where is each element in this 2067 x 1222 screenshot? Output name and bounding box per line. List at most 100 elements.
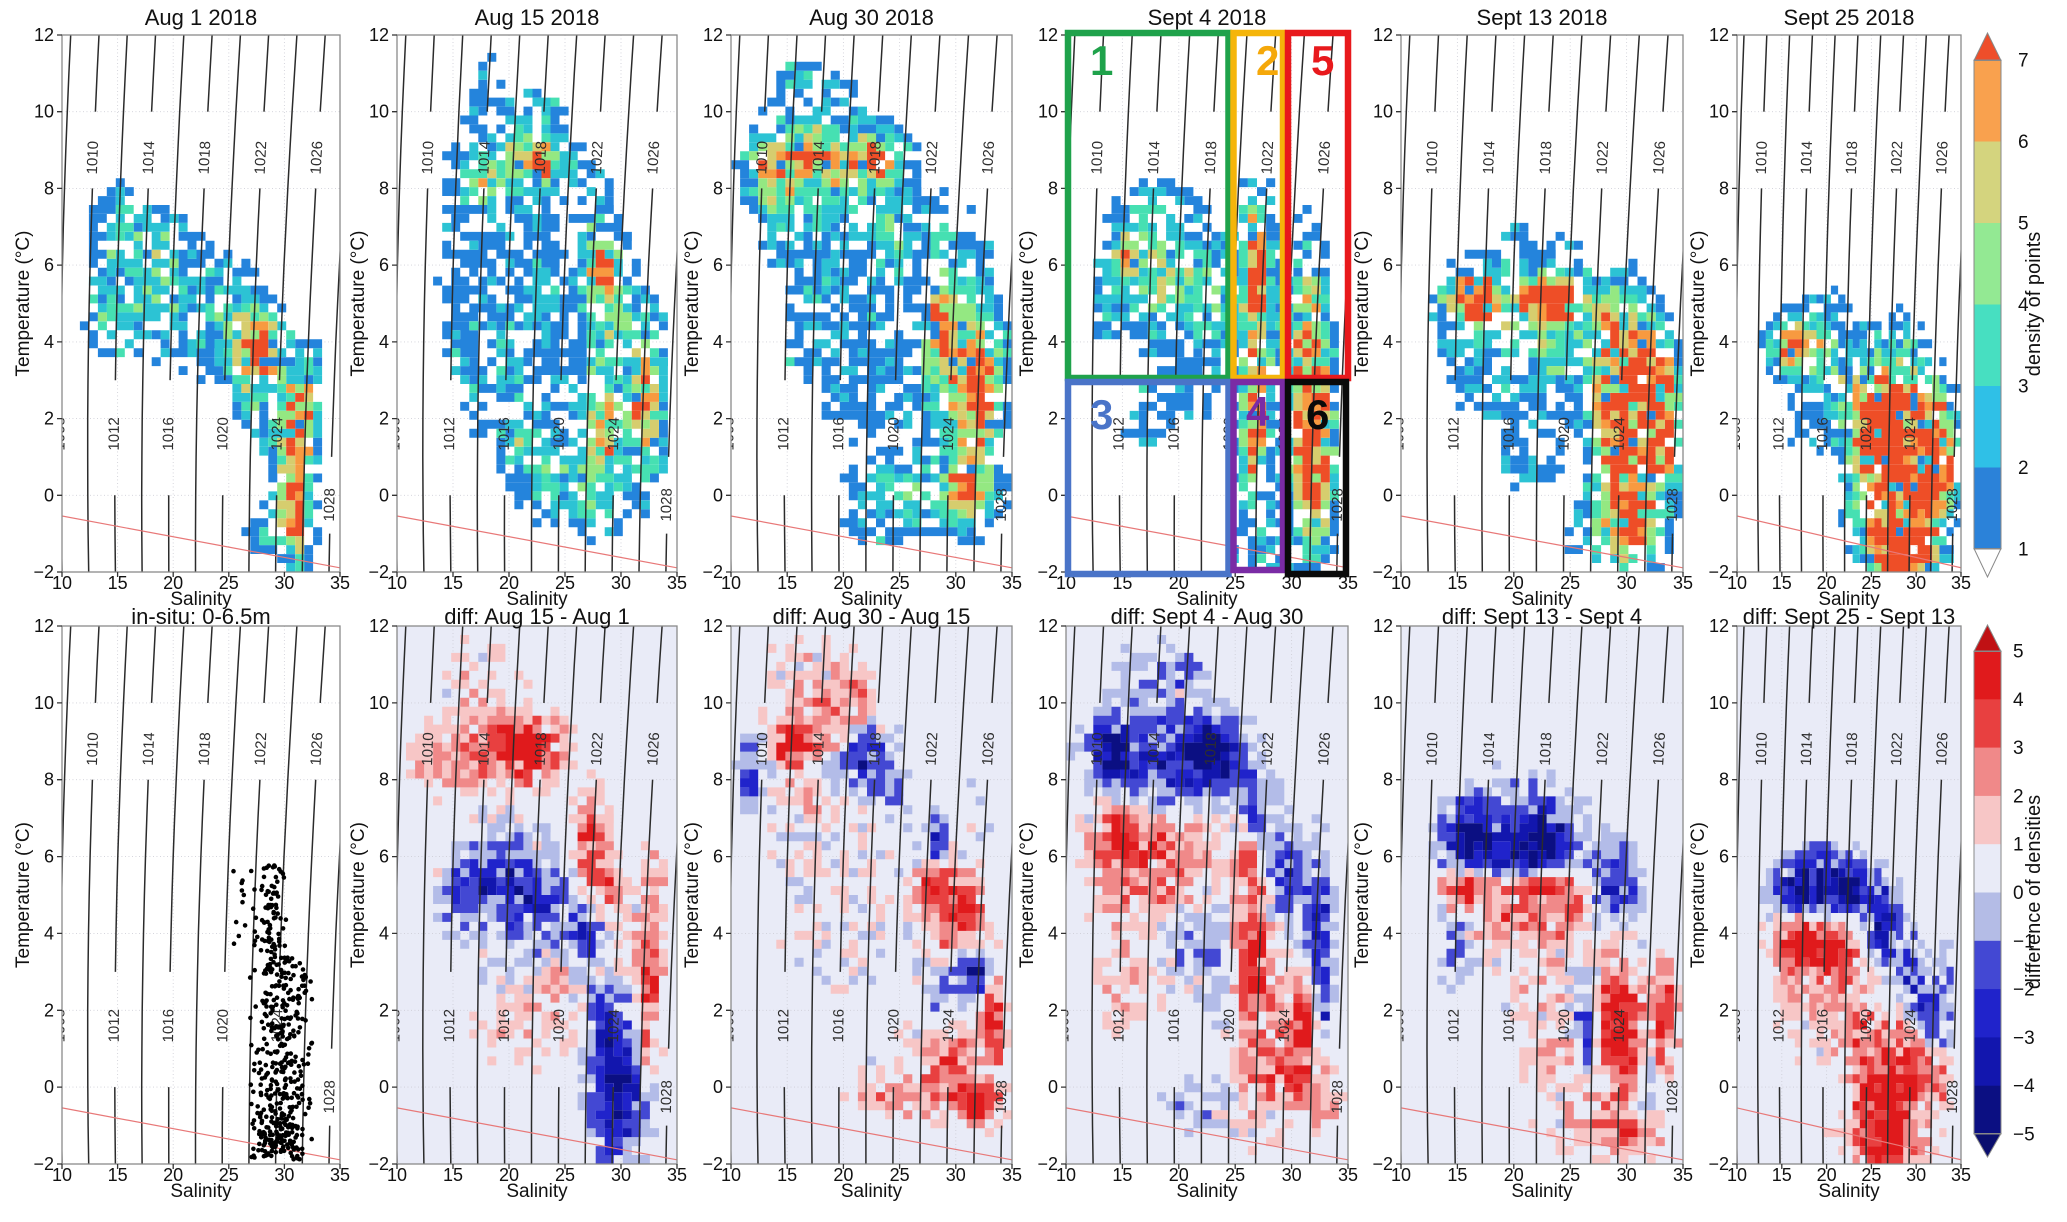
svg-text:4: 4 [1048,923,1058,943]
svg-text:6: 6 [44,847,54,867]
svg-text:10: 10 [1391,1165,1411,1185]
svg-text:1012: 1012 [106,417,123,450]
svg-text:Temperature (°C): Temperature (°C) [348,231,369,377]
svg-text:1008: 1008 [1727,1009,1744,1042]
svg-text:1014: 1014 [810,732,828,766]
svg-text:1024: 1024 [605,1009,623,1043]
svg-text:1026: 1026 [644,141,663,175]
svg-text:1010: 1010 [419,141,437,175]
svg-text:10: 10 [1391,573,1411,593]
svg-text:12: 12 [1373,25,1393,45]
svg-text:15: 15 [1447,573,1467,593]
svg-text:Temperature (°C): Temperature (°C) [1352,231,1373,377]
svg-text:1028: 1028 [1944,488,1962,522]
svg-text:35: 35 [1338,573,1358,593]
svg-text:10: 10 [1038,102,1058,122]
svg-text:12: 12 [1038,616,1058,636]
svg-text:10: 10 [1056,573,1076,593]
svg-text:35: 35 [1673,573,1693,593]
svg-text:25: 25 [890,573,910,593]
svg-text:1024: 1024 [1276,1009,1294,1043]
svg-text:25: 25 [219,1165,239,1185]
svg-text:2: 2 [44,409,54,429]
svg-text:1012: 1012 [1445,417,1462,450]
svg-text:20: 20 [1504,573,1524,593]
svg-text:20: 20 [1169,1165,1189,1185]
svg-text:1014: 1014 [1798,732,1816,766]
svg-text:Salinity: Salinity [1818,1181,1880,1202]
svg-text:4: 4 [1719,332,1729,352]
svg-text:1012: 1012 [1110,1009,1127,1042]
svg-text:6: 6 [2018,132,2029,153]
svg-text:1028: 1028 [1664,488,1682,522]
svg-text:1008: 1008 [720,417,737,450]
svg-text:3: 3 [2013,738,2024,759]
svg-text:1026: 1026 [1315,141,1334,175]
svg-text:1016: 1016 [160,1009,177,1043]
svg-text:2: 2 [2013,786,2024,807]
svg-text:8: 8 [1719,178,1729,198]
svg-text:8: 8 [44,178,54,198]
svg-text:1018: 1018 [1843,732,1861,766]
svg-text:diff: Sept 4 - Aug 30: diff: Sept 4 - Aug 30 [1111,604,1304,629]
svg-text:1010: 1010 [1088,141,1106,175]
svg-text:1010: 1010 [1088,732,1106,766]
svg-text:35: 35 [1673,1165,1693,1185]
svg-text:15: 15 [777,1165,797,1185]
svg-text:25: 25 [555,1165,575,1185]
svg-text:1020: 1020 [214,1009,232,1043]
svg-text:10: 10 [721,573,741,593]
svg-text:8: 8 [713,178,723,198]
svg-text:Salinity: Salinity [170,1181,232,1202]
svg-text:10: 10 [34,693,54,713]
svg-text:Temperature (°C): Temperature (°C) [1017,822,1038,968]
svg-text:10: 10 [1373,693,1393,713]
svg-text:1028: 1028 [321,1080,339,1114]
svg-text:0: 0 [713,1077,723,1097]
svg-text:1014: 1014 [810,141,828,175]
svg-text:10: 10 [703,102,723,122]
svg-text:1022: 1022 [252,141,271,175]
svg-text:30: 30 [1906,1165,1926,1185]
svg-text:5: 5 [2018,214,2029,235]
svg-text:1008: 1008 [386,1009,403,1042]
svg-text:30: 30 [946,1165,966,1185]
svg-text:1016: 1016 [1814,417,1831,451]
svg-text:30: 30 [274,573,294,593]
svg-text:diff: Aug 15 - Aug 1: diff: Aug 15 - Aug 1 [444,604,630,629]
svg-text:15: 15 [108,1165,128,1185]
svg-text:12: 12 [703,616,723,636]
svg-text:Temperature (°C): Temperature (°C) [682,822,703,968]
svg-text:1018: 1018 [532,732,551,766]
svg-text:1016: 1016 [830,1009,847,1043]
svg-text:Temperature (°C): Temperature (°C) [1688,231,1709,377]
svg-text:0: 0 [2013,883,2024,904]
svg-text:difference of densities: difference of densities [2023,795,2045,989]
svg-text:1008: 1008 [1055,1009,1072,1042]
svg-text:1: 1 [2013,835,2024,856]
svg-text:10: 10 [52,573,72,593]
svg-text:10: 10 [1727,573,1747,593]
svg-text:1: 1 [1090,37,1113,84]
svg-text:35: 35 [1951,573,1971,593]
svg-text:8: 8 [1383,178,1393,198]
svg-text:1020: 1020 [550,417,568,451]
svg-text:0: 0 [379,485,389,505]
svg-text:1: 1 [2018,540,2029,561]
svg-text:15: 15 [1772,573,1792,593]
svg-text:1018: 1018 [532,141,551,175]
svg-text:2: 2 [713,1000,723,1020]
svg-text:1018: 1018 [1202,732,1221,766]
svg-text:1016: 1016 [1501,417,1518,451]
svg-text:12: 12 [703,25,723,45]
svg-text:−2: −2 [1037,562,1058,582]
svg-text:1020: 1020 [1556,417,1574,451]
svg-text:0: 0 [1719,485,1729,505]
svg-text:1020: 1020 [214,417,232,451]
svg-text:15: 15 [1112,1165,1132,1185]
svg-text:diff: Sept 13 - Sept 4: diff: Sept 13 - Sept 4 [1442,604,1642,629]
svg-text:1024: 1024 [940,417,958,451]
svg-text:1008: 1008 [51,417,68,450]
svg-text:2: 2 [44,1000,54,1020]
svg-text:Salinity: Salinity [841,589,903,610]
